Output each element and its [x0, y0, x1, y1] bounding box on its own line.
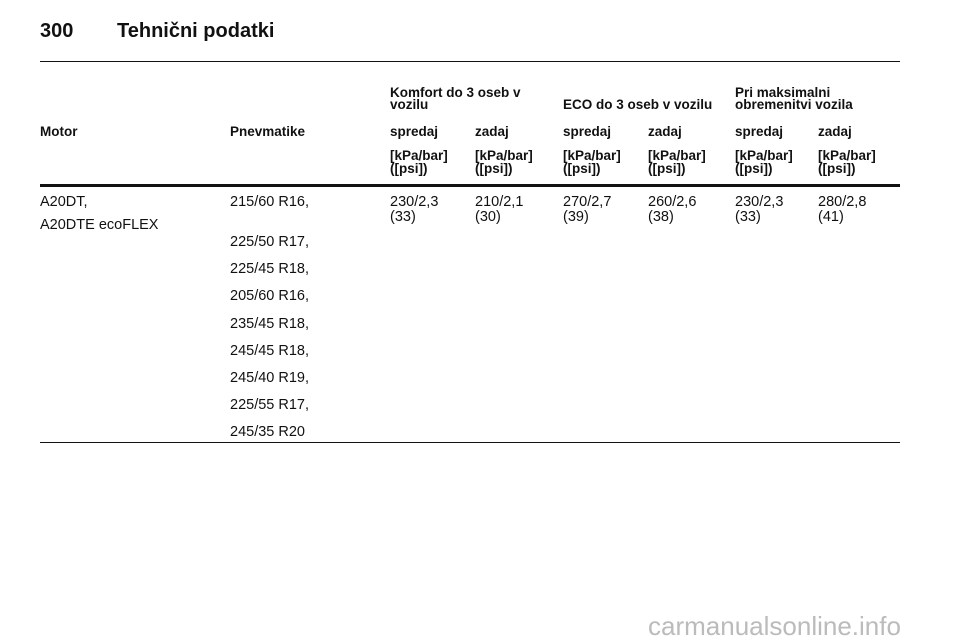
tyre-size: 245/40 R19, [230, 370, 310, 386]
tyre-size: 235/45 R18, [230, 315, 310, 332]
pressure-value: 260/2,6 [648, 194, 697, 210]
group-header: Komfort do 3 oseb v [390, 85, 521, 100]
unit-label: ([psi]) [475, 161, 513, 176]
unit-label: ([psi]) [735, 161, 773, 176]
page-number: 300 [40, 20, 74, 42]
column-header: zadaj [475, 124, 509, 139]
tyre-size: 215/60 R16, [230, 194, 310, 210]
group-header: obremenitvi vozila [735, 97, 853, 112]
tyre-size: 225/55 R17, [230, 397, 310, 414]
pressure-value: 280/2,8 [818, 194, 867, 210]
table-end-rule [40, 442, 900, 443]
unit-label: ([psi]) [818, 161, 856, 176]
tyre-size: 205/60 R16, [230, 288, 310, 305]
pressure-value: (33) [390, 209, 416, 225]
unit-label: ([psi]) [648, 161, 686, 176]
unit-label: [kPa/bar] [390, 148, 448, 163]
unit-label: [kPa/bar] [735, 148, 793, 163]
pressure-value: (33) [735, 209, 761, 225]
unit-label: ([psi]) [563, 161, 601, 176]
tyre-size: 245/45 R18, [230, 342, 310, 359]
motor-name: A20DTE ecoFLEX [40, 217, 159, 233]
pressure-value: 270/2,7 [563, 194, 612, 210]
unit-label: [kPa/bar] [475, 148, 533, 163]
unit-label: [kPa/bar] [563, 148, 621, 163]
tyre-size: 225/45 R18, [230, 261, 310, 278]
pressure-value: (38) [648, 209, 674, 225]
tyre-size: 245/35 R20 [230, 424, 305, 441]
pressure-value: (39) [563, 209, 589, 225]
group-header: ECO do 3 oseb v vozilu [563, 97, 713, 112]
pressure-value: 230/2,3 [390, 194, 439, 210]
pressure-value: 210/2,1 [475, 194, 524, 210]
column-header: Motor [40, 124, 78, 139]
watermark: carmanualsonline.info [648, 611, 901, 641]
pressure-value: (30) [475, 209, 501, 225]
motor-name: A20DT, [40, 194, 88, 210]
unit-label: [kPa/bar] [818, 148, 876, 163]
group-header: Pri maksimalni [735, 85, 831, 100]
tyre-size: 225/50 R17, [230, 234, 310, 250]
page-title: Tehnični podatki [117, 20, 275, 42]
column-header: spredaj [735, 124, 784, 139]
column-header: zadaj [648, 124, 682, 139]
unit-label: [kPa/bar] [648, 148, 706, 163]
pressure-value: 230/2,3 [735, 194, 784, 210]
header-table-rule [40, 184, 900, 187]
unit-label: ([psi]) [390, 161, 428, 176]
header-rule [40, 61, 900, 62]
column-header: zadaj [818, 124, 852, 139]
pressure-value: (41) [818, 209, 844, 225]
group-header: vozilu [390, 97, 429, 112]
column-header: spredaj [563, 124, 612, 139]
column-header: spredaj [390, 124, 439, 139]
column-header: Pnevmatike [230, 124, 306, 139]
